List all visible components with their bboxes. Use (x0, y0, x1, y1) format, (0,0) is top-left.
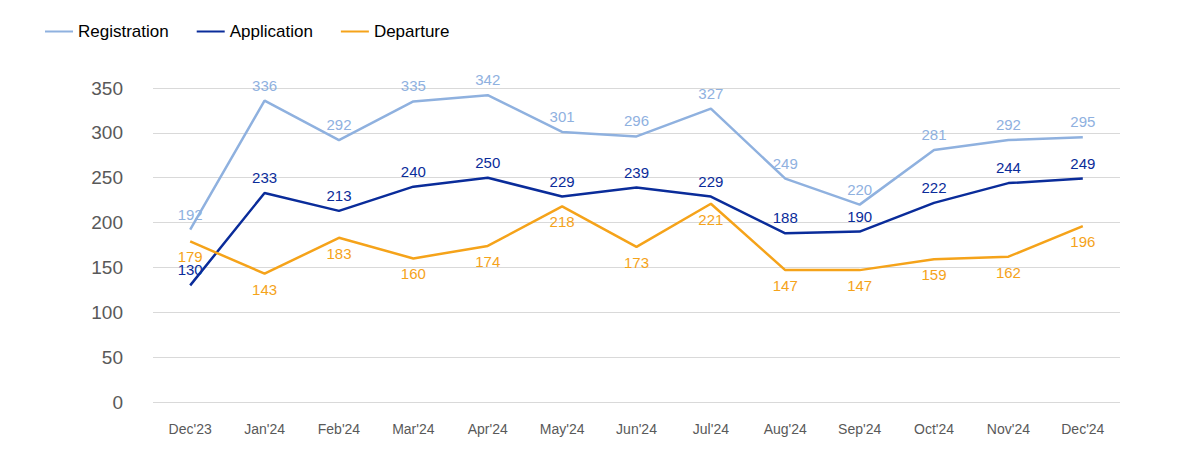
svg-text:350: 350 (91, 78, 123, 99)
svg-text:240: 240 (401, 163, 426, 180)
svg-text:229: 229 (698, 173, 723, 190)
svg-text:296: 296 (624, 112, 649, 129)
svg-text:335: 335 (401, 77, 426, 94)
svg-text:196: 196 (1070, 233, 1095, 250)
svg-text:239: 239 (624, 164, 649, 181)
svg-text:Aug'24: Aug'24 (764, 421, 807, 437)
svg-text:173: 173 (624, 254, 649, 271)
svg-text:130: 130 (177, 261, 203, 279)
svg-text:Jun'24: Jun'24 (616, 421, 657, 437)
svg-text:300: 300 (91, 122, 123, 143)
svg-text:50: 50 (102, 347, 123, 368)
svg-text:190: 190 (847, 208, 872, 225)
svg-text:327: 327 (698, 85, 723, 102)
svg-text:Jan'24: Jan'24 (244, 421, 285, 437)
svg-text:Feb'24: Feb'24 (318, 421, 361, 437)
svg-text:192: 192 (178, 206, 203, 223)
svg-text:183: 183 (326, 245, 351, 262)
svg-text:Registration: Registration (78, 22, 169, 41)
svg-text:188: 188 (773, 209, 798, 226)
svg-text:162: 162 (996, 264, 1021, 281)
svg-text:292: 292 (996, 116, 1021, 133)
svg-text:249: 249 (773, 155, 798, 172)
svg-text:147: 147 (773, 277, 798, 294)
svg-text:0: 0 (112, 392, 123, 413)
svg-text:301: 301 (550, 108, 575, 125)
svg-text:Mar'24: Mar'24 (392, 421, 435, 437)
svg-text:100: 100 (91, 302, 123, 323)
svg-text:233: 233 (252, 169, 277, 186)
svg-text:Application: Application (230, 22, 313, 41)
svg-text:250: 250 (475, 154, 500, 171)
svg-text:159: 159 (922, 266, 947, 283)
svg-text:292: 292 (326, 116, 351, 133)
svg-text:213: 213 (326, 187, 351, 204)
svg-text:Dec'24: Dec'24 (1061, 421, 1104, 437)
svg-text:221: 221 (698, 211, 723, 228)
svg-text:244: 244 (996, 159, 1021, 176)
svg-text:218: 218 (550, 213, 575, 230)
svg-text:147: 147 (847, 277, 872, 294)
svg-text:229: 229 (550, 173, 575, 190)
svg-text:249: 249 (1070, 155, 1095, 172)
svg-text:150: 150 (91, 257, 123, 278)
svg-text:Dec'23: Dec'23 (169, 421, 212, 437)
svg-text:179: 179 (178, 248, 203, 265)
svg-text:Nov'24: Nov'24 (987, 421, 1030, 437)
svg-text:281: 281 (922, 126, 947, 143)
svg-text:336: 336 (252, 77, 277, 94)
svg-text:295: 295 (1070, 113, 1095, 130)
svg-text:200: 200 (91, 212, 123, 233)
svg-text:250: 250 (91, 167, 123, 188)
svg-text:Jul'24: Jul'24 (693, 421, 729, 437)
svg-text:160: 160 (401, 265, 426, 282)
svg-text:143: 143 (252, 281, 277, 298)
svg-text:Departure: Departure (374, 22, 450, 41)
svg-text:342: 342 (475, 71, 500, 88)
svg-text:222: 222 (922, 179, 947, 196)
svg-text:Apr'24: Apr'24 (468, 421, 508, 437)
svg-text:Sep'24: Sep'24 (838, 421, 881, 437)
svg-text:174: 174 (475, 253, 500, 270)
svg-text:220: 220 (847, 181, 872, 198)
svg-text:Oct'24: Oct'24 (914, 421, 954, 437)
svg-text:May'24: May'24 (540, 421, 585, 437)
